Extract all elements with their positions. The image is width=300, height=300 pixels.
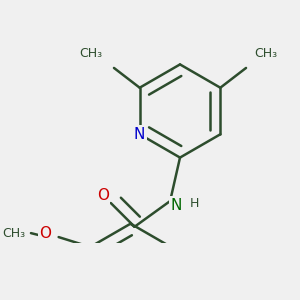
Text: H: H	[190, 196, 199, 209]
Text: CH₃: CH₃	[254, 47, 277, 60]
Text: O: O	[97, 188, 109, 202]
Text: N: N	[134, 127, 146, 142]
Text: O: O	[39, 226, 51, 241]
Text: N: N	[170, 197, 182, 212]
Text: CH₃: CH₃	[79, 47, 102, 60]
Text: CH₃: CH₃	[2, 226, 25, 240]
